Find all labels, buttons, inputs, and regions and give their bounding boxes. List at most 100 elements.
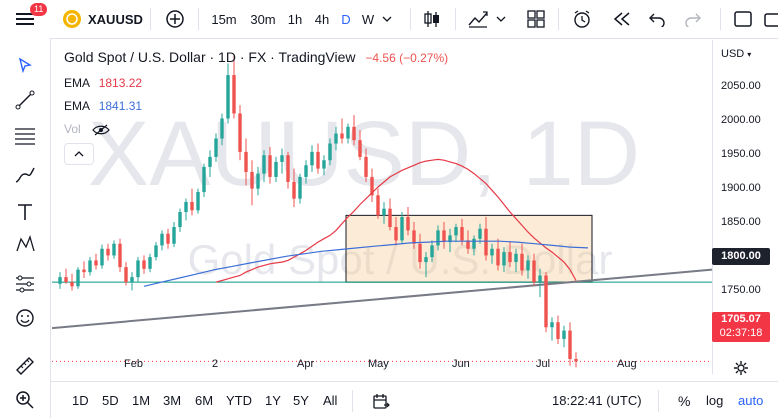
candle bbox=[178, 208, 182, 233]
candle bbox=[160, 230, 164, 251]
grid-layout-icon bbox=[527, 10, 545, 28]
zoom-tool[interactable] bbox=[11, 386, 39, 414]
candle bbox=[526, 255, 530, 279]
candle bbox=[574, 352, 578, 368]
candle-body bbox=[202, 166, 206, 192]
interval-dropdown[interactable] bbox=[380, 0, 394, 38]
text-tool[interactable] bbox=[11, 198, 39, 226]
price-tick: 1900.00 bbox=[721, 182, 761, 194]
chart-type-button[interactable] bbox=[418, 0, 446, 38]
pattern-icon bbox=[16, 234, 35, 252]
candle-body bbox=[244, 151, 248, 172]
interval-15m[interactable]: 15m bbox=[211, 11, 237, 27]
range-1y[interactable]: 1Y bbox=[265, 393, 281, 408]
pattern-tool[interactable] bbox=[11, 230, 39, 258]
candle-body bbox=[490, 248, 494, 256]
candle bbox=[394, 217, 398, 246]
candle bbox=[88, 257, 92, 276]
snapshot-button[interactable] bbox=[764, 0, 778, 38]
range-1d[interactable]: 1D bbox=[72, 393, 89, 408]
cursor-tool[interactable] bbox=[11, 52, 39, 80]
trendline-tool[interactable] bbox=[11, 86, 39, 114]
candle bbox=[514, 248, 518, 273]
candle-body bbox=[214, 138, 218, 157]
time-tick: Feb bbox=[124, 358, 143, 370]
time-tick: May bbox=[368, 358, 389, 370]
candle bbox=[550, 317, 554, 341]
candle bbox=[244, 138, 248, 186]
candle-body bbox=[82, 269, 86, 273]
interval-d[interactable]: D bbox=[341, 11, 351, 27]
layouts-button[interactable] bbox=[522, 0, 550, 38]
candle bbox=[250, 160, 254, 206]
utc-clock[interactable]: 18:22:41 (UTC) bbox=[552, 393, 642, 408]
candle-body bbox=[238, 113, 242, 152]
currency-label[interactable]: USD ▾ bbox=[721, 48, 752, 60]
candle bbox=[70, 273, 74, 291]
volume-legend[interactable]: Vol bbox=[64, 122, 110, 136]
range-ytd[interactable]: YTD bbox=[226, 393, 252, 408]
candle-body bbox=[310, 151, 314, 166]
candle bbox=[172, 222, 176, 248]
trend-line bbox=[52, 268, 712, 330]
alert-button[interactable] bbox=[568, 0, 596, 38]
range-all[interactable]: All bbox=[323, 393, 338, 408]
interval-1h[interactable]: 1h bbox=[287, 11, 303, 27]
indicators-button[interactable] bbox=[464, 0, 492, 38]
candles-icon bbox=[424, 11, 439, 27]
candle-body bbox=[142, 260, 146, 269]
ema-fast-legend[interactable]: EMA 1813.22 bbox=[64, 76, 142, 90]
candle bbox=[316, 143, 320, 174]
range-1m[interactable]: 1M bbox=[132, 393, 151, 408]
candle bbox=[304, 160, 308, 184]
replay-button[interactable] bbox=[608, 0, 636, 38]
menu-icon[interactable] bbox=[12, 0, 38, 38]
symbol-name: XAUUSD bbox=[88, 11, 143, 27]
candle-body bbox=[346, 126, 350, 139]
range-5y[interactable]: 5Y bbox=[293, 393, 309, 408]
emoji-tool[interactable] bbox=[11, 304, 39, 332]
brush-tool[interactable] bbox=[11, 162, 39, 190]
redo-button[interactable] bbox=[680, 0, 706, 38]
collapse-legend-button[interactable] bbox=[64, 143, 94, 165]
candles-layer bbox=[58, 55, 578, 368]
ruler-tool[interactable] bbox=[11, 352, 39, 380]
price-axis[interactable]: USD ▾ 2050.00 2000.00 1950.00 1900.00 18… bbox=[712, 40, 778, 375]
fib-tool[interactable] bbox=[11, 122, 39, 150]
interval-30m[interactable]: 30m bbox=[250, 11, 276, 27]
percent-toggle[interactable]: % bbox=[678, 392, 691, 409]
candle-body bbox=[166, 233, 170, 244]
candle bbox=[220, 113, 224, 146]
candle bbox=[118, 238, 122, 273]
candle-body bbox=[172, 227, 176, 244]
fullscreen-button[interactable] bbox=[730, 0, 756, 38]
auto-toggle[interactable]: auto bbox=[738, 393, 764, 408]
candle bbox=[340, 118, 344, 144]
time-axis[interactable]: Feb 2 Apr May Jun Jul Aug bbox=[52, 352, 712, 374]
indicators-dropdown[interactable] bbox=[494, 0, 508, 38]
candle bbox=[508, 242, 512, 268]
indicators-icon bbox=[468, 11, 488, 28]
range-6m[interactable]: 6M bbox=[195, 393, 214, 408]
legend-change: −4.56 (−0.27%) bbox=[365, 51, 449, 65]
candle-body bbox=[526, 260, 530, 271]
ema-slow-legend[interactable]: EMA 1841.31 bbox=[64, 99, 142, 113]
symbol-search[interactable]: XAUUSD bbox=[62, 0, 143, 38]
interval-4h[interactable]: 4h bbox=[314, 11, 330, 27]
chevron-up-icon bbox=[74, 151, 84, 157]
chart-settings-button[interactable] bbox=[733, 360, 749, 381]
measure-tool[interactable] bbox=[11, 270, 39, 298]
interval-w[interactable]: W bbox=[361, 11, 375, 27]
goto-date-button[interactable] bbox=[372, 382, 390, 419]
range-3m[interactable]: 3M bbox=[163, 393, 182, 408]
candle bbox=[370, 168, 374, 202]
add-symbol-button[interactable] bbox=[162, 0, 188, 38]
undo-button[interactable] bbox=[644, 0, 670, 38]
log-toggle[interactable]: log bbox=[706, 393, 724, 408]
calendar-icon bbox=[373, 393, 390, 409]
range-5d[interactable]: 5D bbox=[102, 393, 119, 408]
price-chart[interactable]: XAUUSD, 1D Gold Spot / U.S. Dollar bbox=[52, 40, 712, 374]
last-price-tag: 1705.07 02:37:18 bbox=[712, 312, 770, 342]
eye-hidden-icon[interactable] bbox=[92, 124, 110, 136]
candle-body bbox=[478, 228, 482, 239]
